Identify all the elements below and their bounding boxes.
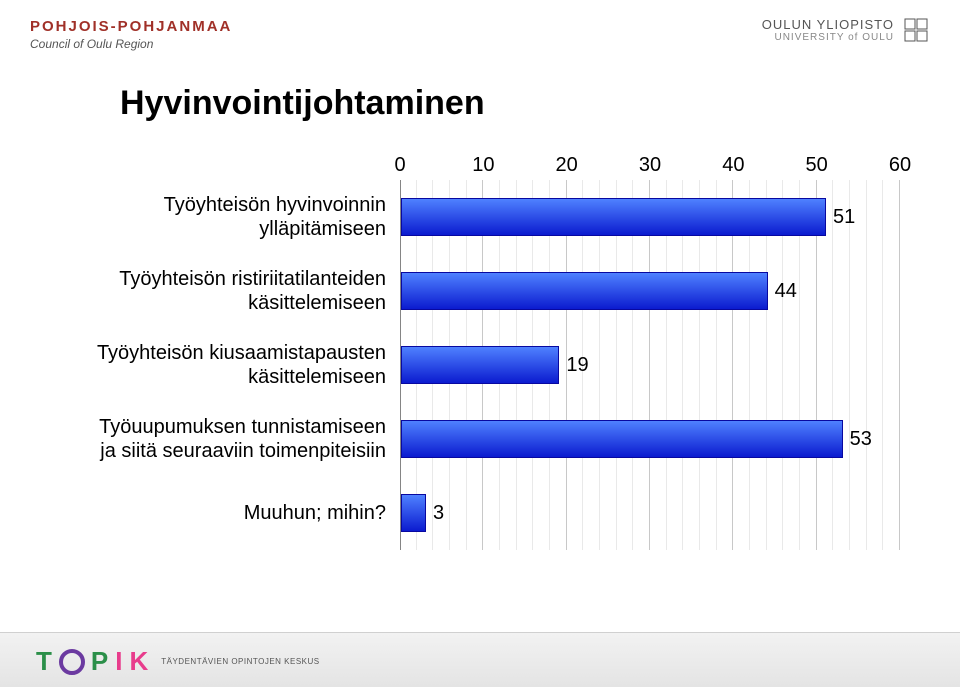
bar: 19 [401,346,559,384]
bar-value-label: 51 [833,206,855,229]
category-label: Työyhteisön hyvinvoinnin ylläpitämiseen [60,180,400,254]
bar-value-label: 53 [850,428,872,451]
logo-bottom: T P I K TÄYDENTÄVIEN OPINTOJEN KESKUS [36,646,320,677]
x-tick-label: 40 [722,154,744,177]
logo-top-left-line1: POHJOIS-POHJANMAA [30,18,232,35]
footer: T P I K TÄYDENTÄVIEN OPINTOJEN KESKUS [0,619,960,687]
x-tick-label: 50 [806,154,828,177]
bar-row: 19 [401,328,901,402]
category-label: Työyhteisön kiusaamistapausten käsittele… [60,328,400,402]
slide-root: POHJOIS-POHJANMAA Council of Oulu Region… [0,0,960,687]
bars-container: 51 44 19 53 3 [400,180,901,550]
bar-row: 51 [401,180,901,254]
bar: 51 [401,198,826,236]
x-tick-label: 10 [472,154,494,177]
x-tick-label: 20 [556,154,578,177]
bar-row: 3 [401,476,901,550]
bar-value-label: 3 [433,502,444,525]
logo-bottom-strap: TÄYDENTÄVIEN OPINTOJEN KESKUS [161,657,319,666]
bar-value-label: 44 [775,280,797,303]
x-tick-label: 60 [889,154,911,177]
bar: 3 [401,494,426,532]
bar: 44 [401,272,768,310]
plot-area: 0102030405060 514419533 [400,150,900,550]
logo-top-right-line2: UNIVERSITY of OULU [762,32,894,43]
x-tick-label: 30 [639,154,661,177]
x-tick-label: 0 [394,154,405,177]
logo-top-left-line2: Council of Oulu Region [30,37,232,51]
x-axis: 0102030405060 [400,150,900,180]
category-label: Työuupumuksen tunnistamiseen ja siitä se… [60,402,400,476]
chart-title: Hyvinvointijohtaminen [120,84,485,123]
ring-icon [59,649,85,675]
logo-top-right-line1: OULUN YLIOPISTO [762,17,894,32]
logo-top-left: POHJOIS-POHJANMAA Council of Oulu Region [30,18,232,51]
bar-value-label: 19 [566,354,588,377]
category-label: Työyhteisön ristiriitatilanteiden käsitt… [60,254,400,328]
chart-area: Työyhteisön hyvinvoinnin ylläpitämiseenT… [60,150,900,550]
bar-row: 53 [401,402,901,476]
category-label: Muuhun; mihin? [60,476,400,550]
category-axis: Työyhteisön hyvinvoinnin ylläpitämiseenT… [60,150,400,550]
logo-top-right: OULUN YLIOPISTO UNIVERSITY of OULU [762,16,930,44]
bar: 53 [401,420,843,458]
bar-row: 44 [401,254,901,328]
university-glyph-icon [902,16,930,44]
